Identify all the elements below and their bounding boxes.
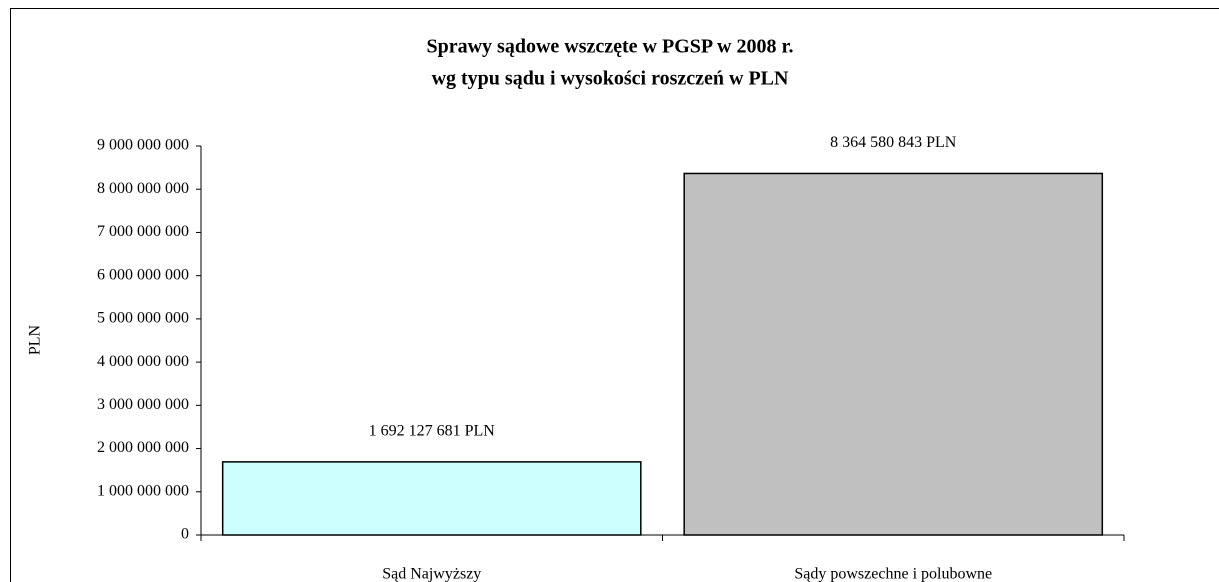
data-label: 8 364 580 843 PLN (830, 134, 957, 151)
y-tick-label: 4 000 000 000 (97, 353, 189, 370)
y-tick-label: 9 000 000 000 (97, 137, 189, 154)
y-tick-label: 3 000 000 000 (97, 396, 189, 413)
chart-title: Sprawy sądowe wszczęte w PGSP w 2008 r. (426, 36, 793, 58)
data-label: 1 692 127 681 PLN (369, 423, 496, 440)
bar (683, 172, 1104, 536)
x-tick-label: Sądy powszechne i polubowne (794, 566, 992, 582)
y-tick-label: 7 000 000 000 (97, 223, 189, 240)
y-tick-label: 1 000 000 000 (97, 482, 189, 499)
y-tick-label: 5 000 000 000 (97, 310, 189, 327)
y-tick-label: 2 000 000 000 (97, 439, 189, 456)
bar (221, 461, 642, 536)
y-tick-label: 6 000 000 000 (97, 266, 189, 283)
x-tick-label: Sąd Najwyższy (382, 566, 481, 582)
y-tick-label: 0 (181, 526, 189, 543)
y-axis-label: PLN (27, 324, 44, 355)
chart-subtitle: wg typu sądu i wysokości roszczeń w PLN (432, 68, 789, 90)
y-tick-label: 8 000 000 000 (97, 180, 189, 197)
